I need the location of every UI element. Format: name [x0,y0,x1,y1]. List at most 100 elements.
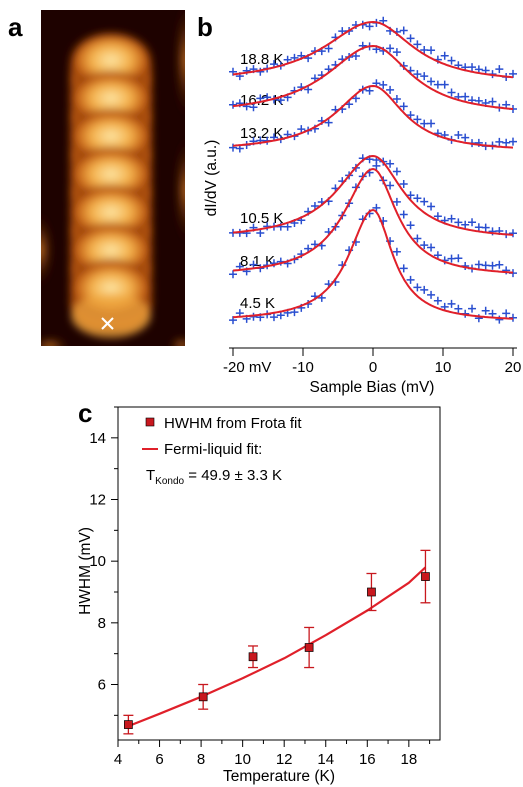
x-tick-label: 10 [435,359,452,376]
data-point [481,223,490,232]
fit-curve [232,84,514,149]
x-tick-label: 4 [114,751,122,768]
data-point [468,63,477,72]
data-point [351,94,360,103]
spectrum-16-2-K [229,41,517,114]
data-point [379,16,388,25]
spectra-plot [229,16,517,325]
molecule-chain [67,30,155,338]
data-point [427,290,436,299]
square-marker [304,643,314,652]
data-point [474,65,483,74]
data-point [406,221,415,230]
data-point [495,65,504,74]
data-point [427,77,436,86]
fermi-liquid-fit-line [127,566,427,728]
legend-marker-data [145,417,155,427]
x-tick-label: 10 [234,751,251,768]
data-point [283,222,292,231]
square-marker [198,692,208,702]
panel-b-letter: b [197,12,213,42]
x-tick-label: -20 mV [223,359,271,376]
data-point [372,203,381,212]
data-point [427,243,436,252]
panel-c: c 4 6 8 10 12 14 16 18 6 8 10 12 14 HWHM (mV) Temper… [77,398,441,785]
data-point [420,72,429,81]
data-point [399,210,408,219]
fit-curve [232,20,514,79]
data-point [399,264,408,273]
data-point [433,212,442,221]
data-point [495,137,504,146]
data-point [297,125,306,134]
hwhm-axes: 4 6 8 10 12 14 16 18 6 8 10 12 14 [89,406,431,768]
data-point [399,26,408,35]
data-point [413,70,422,79]
square-marker [248,652,258,662]
data-point [502,100,511,109]
data-point [468,218,477,227]
panel-a-letter: a [8,12,23,42]
panel-a: a [8,10,185,346]
data-point [454,131,463,140]
legend-label-fit: Fermi-liquid fit: [164,441,262,458]
fit-curve [232,44,514,110]
data-point [283,55,292,64]
fit-curve [232,208,514,320]
data-point [447,56,456,65]
temperature-label: 16.2 K [240,92,283,109]
data-point [440,80,449,89]
temperature-label: 10.5 K [240,210,283,227]
data-point [229,100,237,109]
x-tick-label: 8 [197,751,205,768]
x-tick-label: 18 [400,751,417,768]
data-point [495,260,504,269]
spectra-x-axis-label: Sample Bias (mV) [310,379,435,396]
data-point [392,247,401,256]
data-point [454,304,463,313]
y-tick-label: 12 [89,492,106,509]
data-point [263,222,272,231]
hwhm-data-point [123,714,134,735]
data-point [399,102,408,111]
data-point [481,261,490,270]
data-point [249,260,258,269]
data-point [351,51,360,60]
data-point [386,85,395,94]
data-point [406,111,415,120]
data-point [509,137,517,146]
annotation-value: = 49.9 ± 3.3 K [184,467,282,484]
data-point [461,92,470,101]
data-point [433,296,442,305]
kondo-temperature-annotation: TKondo = 49.9 ± 3.3 K [146,467,282,487]
data-point [447,299,456,308]
data-point [427,202,436,211]
legend: HWHM from Frota fit Fermi-liquid fit: TK… [142,415,302,487]
data-point [399,179,408,188]
x-tick-label: 12 [276,751,293,768]
data-point [413,115,422,124]
x-tick-label: 16 [359,751,376,768]
data-point [420,119,429,128]
spectra-y-axis-label: dI/dV (a.u.) [203,140,220,217]
data-point [256,229,265,238]
square-marker [124,720,133,729]
data-point [392,48,401,57]
data-point [502,138,511,147]
y-tick-label: 10 [89,553,106,570]
hwhm-data-point [366,572,377,612]
data-point [406,275,415,284]
hwhm-data-point [198,683,209,710]
hwhm-y-axis-label: HWHM (mV) [77,527,94,615]
data-point [413,40,422,49]
x-tick-label: -10 [292,359,314,376]
data-point [433,80,442,89]
data-point [461,220,470,229]
data-point [229,270,237,279]
data-point [269,313,278,322]
hwhm-data-point [248,645,259,669]
data-point [413,283,422,292]
data-point [365,86,374,95]
square-marker [367,587,376,597]
data-point [324,118,333,127]
